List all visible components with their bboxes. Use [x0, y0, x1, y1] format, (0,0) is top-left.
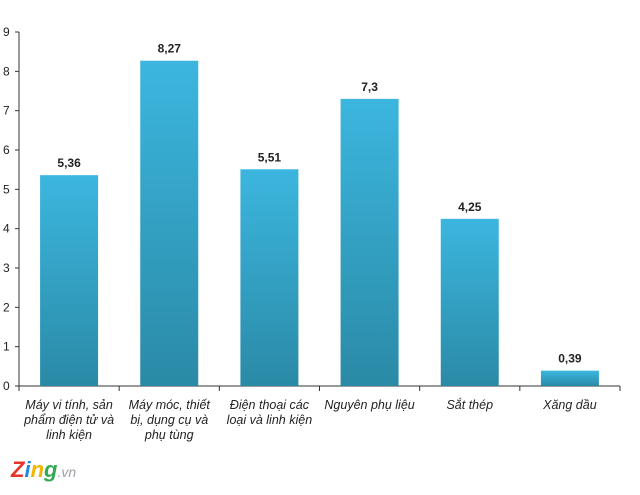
data-label: 4,25 — [458, 200, 482, 214]
data-label: 5,51 — [258, 150, 282, 164]
bar — [40, 175, 99, 386]
category-label: Sắt thép — [446, 398, 494, 412]
bar — [540, 370, 599, 386]
y-tick-label: 6 — [3, 143, 10, 157]
y-tick-label: 2 — [3, 300, 10, 314]
category-label: Máy vi tính, sản phẩm điện tử và linh kiện — [24, 398, 115, 442]
y-tick-label: 7 — [3, 104, 10, 118]
category-label: Máy móc, thiết bị, dụng cụ và phụ tùng — [128, 398, 210, 442]
brand-text: Zing — [11, 457, 58, 482]
bar — [240, 169, 299, 386]
y-tick-label: 8 — [3, 64, 10, 78]
data-label: 7,3 — [361, 80, 378, 94]
y-tick-label: 9 — [3, 25, 10, 39]
y-tick-label: 0 — [3, 379, 10, 393]
y-tick-label: 4 — [3, 222, 10, 236]
y-tick-label: 3 — [3, 261, 10, 275]
category-label: Nguyên phụ liệu — [324, 398, 415, 412]
bar — [140, 60, 199, 387]
data-label: 8,27 — [158, 42, 182, 56]
zing-logo: Zing.vn — [11, 457, 76, 483]
y-tick-label: 5 — [3, 182, 10, 196]
category-label: Xăng dầu — [543, 398, 597, 412]
brand-suffix: .vn — [57, 464, 77, 480]
data-label: 5,36 — [57, 156, 81, 170]
data-label: 0,39 — [558, 352, 582, 366]
y-tick-label: 1 — [3, 340, 10, 354]
category-label: Điện thoại các loại và linh kiện — [226, 398, 313, 427]
bar — [340, 98, 399, 386]
bar — [440, 218, 499, 386]
